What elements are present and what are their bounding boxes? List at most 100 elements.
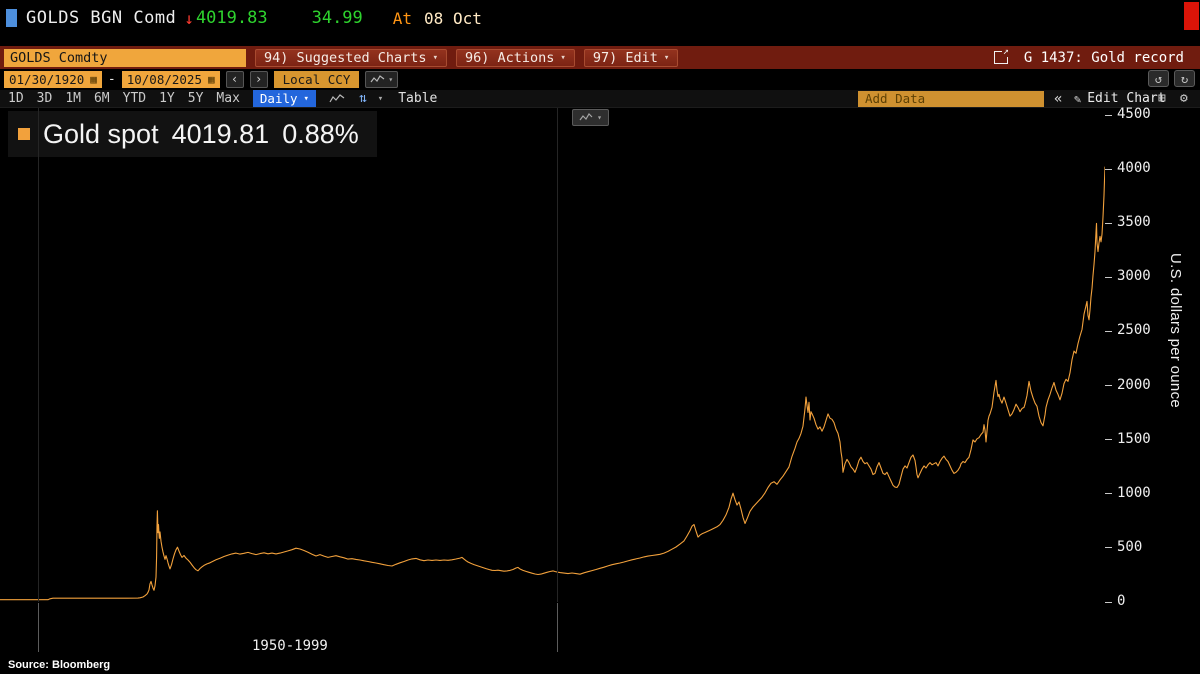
chart-options-icon[interactable]: ⊞ <box>1158 91 1166 106</box>
chart-legend: Gold spot 4019.81 0.88% <box>8 111 377 157</box>
last-price: 4019.83 <box>195 8 268 28</box>
menu-bar: GOLDS Comdty 94) Suggested Charts ▾ 96) … <box>0 46 1200 69</box>
x-axis-tick <box>38 603 39 652</box>
y-axis-title: U.S. dollars per ounce <box>1167 253 1184 409</box>
edit-chart-button[interactable]: ✎ Edit Chart <box>1074 90 1166 108</box>
asof-label: At <box>392 8 413 28</box>
y-axis-label: 4500 <box>1117 106 1151 122</box>
line-chart-icon <box>329 94 345 103</box>
launch-arrow-glyph: ↗ <box>1001 46 1009 57</box>
y-axis-label: 3500 <box>1117 214 1151 231</box>
series-change-pct: 0.88% <box>282 119 359 149</box>
nav-back-button[interactable]: ‹ <box>225 70 244 88</box>
x-gridline <box>38 108 39 602</box>
redo-icon[interactable]: ↻ <box>1174 70 1195 87</box>
chart-type-button[interactable] <box>325 90 349 107</box>
menu-item-label: 94) Suggested Charts <box>264 49 427 66</box>
period-3d[interactable]: 3D <box>36 91 53 106</box>
menu-item-label: 96) Actions <box>464 49 555 66</box>
calendar-icon: ▦ <box>90 72 97 86</box>
start-date-field[interactable]: 01/30/1920 ▦ <box>4 70 102 88</box>
y-axis-tick <box>1105 276 1112 278</box>
caret-down-icon: ▾ <box>560 52 566 63</box>
axis-flip-icon[interactable]: ⇅ <box>358 91 367 106</box>
nav-forward-button[interactable]: › <box>249 70 268 88</box>
y-axis-label: 0 <box>1117 593 1126 609</box>
launch-icon[interactable]: ↗ <box>993 47 1009 64</box>
y-axis-tick <box>1105 114 1112 116</box>
edit-menu[interactable]: 97) Edit ▾ <box>583 48 679 67</box>
edit-chart-label: Edit Chart <box>1087 91 1166 106</box>
caret-down-icon: ▾ <box>597 113 602 122</box>
y-axis-label: 500 <box>1117 538 1143 555</box>
y-axis-tick <box>1105 601 1112 603</box>
mini-chart-icon <box>579 113 593 121</box>
date-separator: - <box>107 71 116 87</box>
terminal-scrollbar[interactable] <box>1184 2 1199 30</box>
y-axis-tick <box>1105 493 1112 495</box>
end-date-field[interactable]: 10/08/2025 ▦ <box>121 70 220 88</box>
frequency-value: Daily <box>259 91 298 106</box>
period-1m[interactable]: 1M <box>65 91 81 106</box>
suggested-charts-menu[interactable]: 94) Suggested Charts ▾ <box>255 48 447 67</box>
caret-down-icon: ▾ <box>303 93 309 104</box>
caret-down-icon: ▾ <box>388 74 394 84</box>
y-axis-label: 2500 <box>1117 322 1151 339</box>
y-axis-label: 1500 <box>1117 430 1151 447</box>
price-chart-canvas[interactable] <box>0 108 1105 602</box>
gear-icon[interactable]: ⚙ <box>1180 91 1188 106</box>
currency-selector[interactable]: Local CCY <box>273 70 360 88</box>
caret-down-icon: ▾ <box>432 52 438 63</box>
actions-menu[interactable]: 96) Actions ▾ <box>455 48 575 67</box>
y-axis-label: 2000 <box>1117 376 1151 393</box>
period-5y[interactable]: 5Y <box>187 91 204 106</box>
end-date-value: 10/08/2025 <box>126 71 202 87</box>
ticker-input[interactable]: GOLDS Comdty <box>4 48 246 67</box>
menu-item-label: 97) Edit <box>592 49 658 66</box>
title-bar: GOLDS BGN Comd ↓ 4019.83 34.99 At 08 Oct <box>0 2 1200 34</box>
series-marker <box>18 128 30 140</box>
security-flag-icon <box>6 9 17 27</box>
y-axis-label: 3000 <box>1117 268 1151 285</box>
collapse-panel-button[interactable]: « <box>1054 91 1063 107</box>
line-chart-icon <box>370 75 385 83</box>
y-axis-tick <box>1105 168 1112 170</box>
asof-date: 08 Oct <box>424 8 482 28</box>
undo-icon[interactable]: ↺ <box>1148 70 1169 87</box>
series-last-price: 4019.81 <box>171 119 270 149</box>
x-gridline <box>557 108 558 602</box>
y-axis-tick <box>1105 385 1112 387</box>
source-label: Source: Bloomberg <box>8 659 111 671</box>
period-1d[interactable]: 1D <box>8 91 24 106</box>
gold-price-line <box>0 166 1105 601</box>
add-data-input[interactable]: Add Data <box>858 91 1044 107</box>
price-down-arrow-icon: ↓ <box>184 8 194 28</box>
start-date-value: 01/30/1920 <box>9 71 85 87</box>
annotation-tool-button[interactable]: ▾ <box>572 109 609 126</box>
period-max[interactable]: Max <box>216 91 240 106</box>
history-nav-group: ↺ ↻ <box>1148 70 1195 87</box>
y-axis-label: 4000 <box>1117 160 1151 177</box>
period-6m[interactable]: 6M <box>93 91 110 106</box>
more-options-dropdown[interactable]: ▾ <box>377 93 384 104</box>
series-name: Gold spot <box>43 119 159 149</box>
period-ytd[interactable]: YTD <box>122 91 147 106</box>
net-change: 34.99 <box>311 8 363 28</box>
y-axis-tick <box>1105 330 1112 332</box>
caret-down-icon: ▾ <box>663 52 670 63</box>
y-axis: 0 500 1000 1500 2000 2500 3000 3500 4000 4500 <box>1105 106 1200 655</box>
x-axis-tick <box>557 603 558 652</box>
period-1y[interactable]: 1Y <box>159 91 175 106</box>
page-title: G 1437: Gold record <box>1023 49 1184 66</box>
calendar-icon: ▦ <box>207 72 215 86</box>
security-name: GOLDS BGN Comd <box>26 8 177 28</box>
price-chart-svg <box>0 166 1105 601</box>
y-axis-tick <box>1105 439 1112 441</box>
frequency-dropdown[interactable]: Daily ▾ <box>252 90 316 107</box>
chart-style-button[interactable]: ▾ <box>365 70 399 88</box>
pencil-icon: ✎ <box>1074 92 1082 106</box>
y-axis-tick <box>1105 222 1112 224</box>
table-button[interactable]: Table <box>398 91 438 106</box>
y-axis-label: 1000 <box>1117 484 1151 501</box>
